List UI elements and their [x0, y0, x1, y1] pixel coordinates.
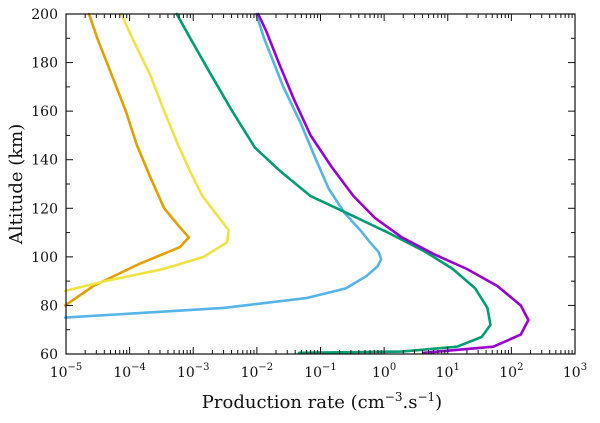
y-tick-label: 160	[31, 104, 58, 120]
plot-area	[66, 14, 575, 354]
y-tick-label: 180	[31, 56, 58, 72]
y-axis-title: Altitude (km)	[6, 124, 27, 246]
y-tick-label: 100	[31, 250, 58, 266]
tick-label-layer: 10−5 10−4 10−3 10−2 10−1 100 101 102 103 60 80 100 1…	[31, 7, 587, 381]
series-line-2	[63, 12, 230, 293]
x-tick-label: 101	[436, 362, 460, 381]
x-tick-label: 10−3	[177, 362, 210, 381]
series-layer	[63, 12, 530, 355]
series-line-4	[175, 12, 492, 355]
x-tick-label: 100	[372, 362, 396, 381]
x-tick-label: 10−5	[50, 362, 83, 381]
series-line-3	[63, 12, 383, 319]
x-tick-label: 103	[563, 362, 587, 381]
series-line-5	[256, 12, 530, 355]
y-tick-label: 140	[31, 153, 58, 169]
x-axis-title: Production rate (cm−3.s−1)	[202, 390, 442, 413]
tick-layer	[65, 13, 576, 355]
y-tick-label: 60	[40, 347, 58, 363]
y-tick-label: 80	[40, 298, 58, 314]
x-tick-label: 102	[499, 362, 523, 381]
series-line-1	[63, 12, 191, 307]
y-tick-label: 120	[31, 201, 58, 217]
x-tick-label: 10−1	[304, 362, 337, 381]
x-tick-label: 10−4	[113, 362, 146, 381]
y-tick-label: 200	[31, 7, 58, 23]
x-tick-label: 10−2	[241, 362, 274, 381]
